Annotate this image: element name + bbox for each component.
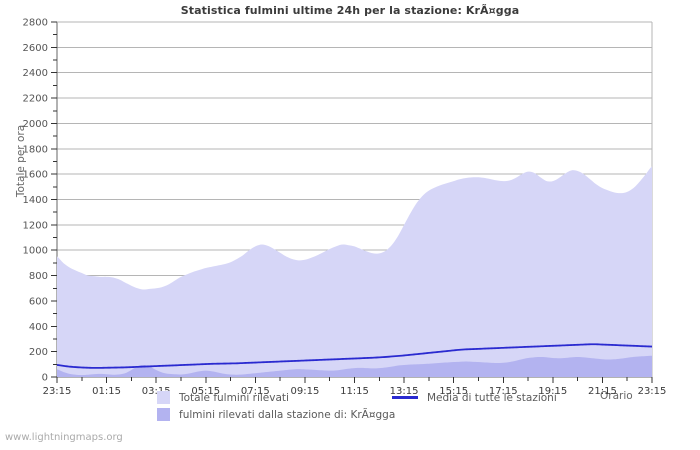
x-axis-tick-labels: 23:15 01:15 03:15 05:15 07:15 09:15 11:15 13:15… <box>43 386 667 397</box>
svg-text:1400: 1400 <box>23 195 48 206</box>
line-average <box>56 343 653 369</box>
svg-text:03:15: 03:15 <box>142 386 171 397</box>
svg-text:19:15: 19:15 <box>538 386 567 397</box>
watermark: www.lightningmaps.org <box>5 432 123 443</box>
area-station <box>57 355 652 377</box>
svg-text:0: 0 <box>42 373 48 384</box>
legend-item-total: Totale fulmini rilevati <box>157 390 289 405</box>
y-axis-ticks <box>51 21 57 378</box>
y-axis-tick-labels: 0 200 400 600 800 1000 1200 1400 1600 1800 2000 220… <box>23 18 48 384</box>
legend-item-average: Media di tutte le stazioni <box>392 390 557 405</box>
svg-text:1000: 1000 <box>23 246 48 257</box>
svg-text:2400: 2400 <box>23 68 48 79</box>
svg-text:2600: 2600 <box>23 43 48 54</box>
svg-text:1600: 1600 <box>23 170 48 181</box>
svg-text:2000: 2000 <box>23 119 48 130</box>
legend-swatch-total <box>157 391 170 404</box>
legend-swatch-average <box>392 396 418 399</box>
x-axis-title: Orario <box>600 390 633 402</box>
svg-text:200: 200 <box>29 347 48 358</box>
svg-text:05:15: 05:15 <box>191 386 220 397</box>
chart-title: Statistica fulmini ultime 24h per la sta… <box>180 4 520 17</box>
area-total <box>57 166 652 377</box>
svg-text:400: 400 <box>29 322 48 333</box>
svg-text:23:15: 23:15 <box>43 386 72 397</box>
svg-text:09:15: 09:15 <box>291 386 320 397</box>
svg-text:11:15: 11:15 <box>340 386 369 397</box>
svg-text:1800: 1800 <box>23 144 48 155</box>
svg-text:23:15: 23:15 <box>638 386 667 397</box>
svg-text:17:15: 17:15 <box>489 386 518 397</box>
svg-text:07:15: 07:15 <box>241 386 270 397</box>
svg-text:21:15: 21:15 <box>588 386 617 397</box>
svg-text:13:15: 13:15 <box>390 386 419 397</box>
svg-text:1200: 1200 <box>23 220 48 231</box>
x-axis-ticks <box>56 377 653 383</box>
legend-swatch-station <box>157 408 170 421</box>
svg-text:600: 600 <box>29 296 48 307</box>
data-areas <box>57 166 652 377</box>
svg-text:01:15: 01:15 <box>92 386 121 397</box>
svg-text:2200: 2200 <box>23 94 48 105</box>
svg-text:2800: 2800 <box>23 18 48 29</box>
legend-label-station: fulmini rilevati dalla stazione di: KrÃ¤… <box>179 408 396 421</box>
legend-label-total: Totale fulmini rilevati <box>179 391 289 404</box>
svg-text:15:15: 15:15 <box>439 386 468 397</box>
svg-text:800: 800 <box>29 271 48 282</box>
legend-item-station: fulmini rilevati dalla stazione di: KrÃ¤… <box>157 407 395 422</box>
chart-legend: Totale fulmini rilevati fulmini rilevati… <box>0 388 700 428</box>
legend-label-average: Media di tutte le stazioni <box>427 391 557 404</box>
average-line <box>56 343 653 369</box>
